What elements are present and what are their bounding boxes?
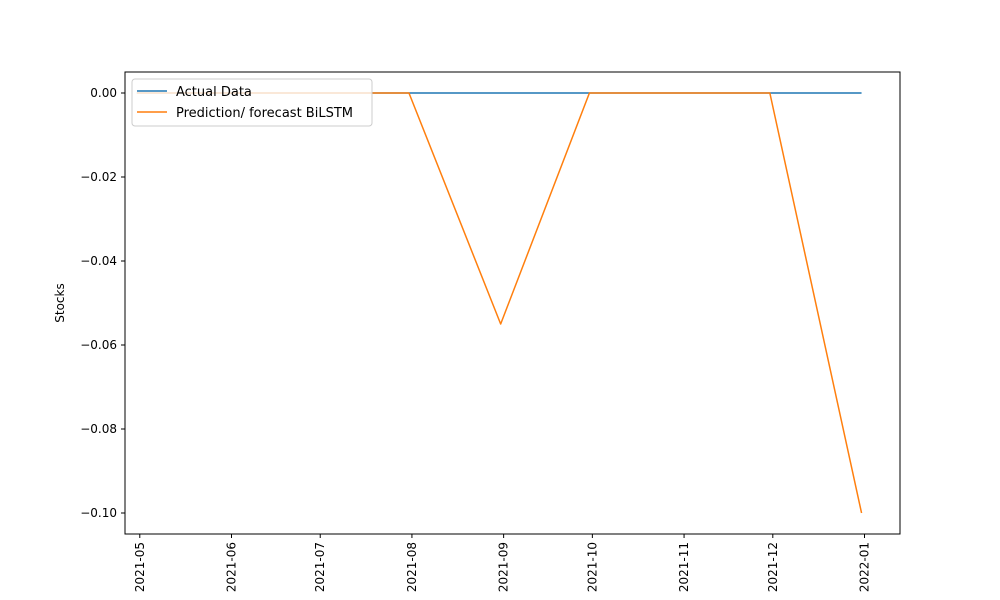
x-tick-label: 2022-01 bbox=[858, 542, 872, 592]
x-tick-label: 2021-10 bbox=[585, 542, 599, 592]
legend-label-1: Prediction/ forecast BiLSTM bbox=[176, 106, 353, 121]
x-tick-label: 2021-07 bbox=[313, 542, 327, 592]
legend-box bbox=[131, 78, 373, 127]
y-tick-label: 0.00 bbox=[90, 86, 117, 100]
y-tick-label: −0.10 bbox=[80, 506, 117, 520]
x-tick-label: 2021-08 bbox=[405, 542, 419, 592]
x-tick-label: 2021-12 bbox=[766, 542, 780, 592]
y-tick-label: −0.04 bbox=[80, 254, 117, 268]
y-tick-label: −0.06 bbox=[80, 338, 117, 352]
x-tick-label: 2021-11 bbox=[677, 542, 691, 592]
x-tick-label: 2021-06 bbox=[224, 542, 238, 592]
plot-frame bbox=[124, 71, 901, 535]
y-axis: 0.00 −0.02 −0.04 −0.06 −0.08 −0.10 bbox=[80, 86, 125, 520]
y-tick-label: −0.08 bbox=[80, 422, 117, 436]
y-tick-label: −0.02 bbox=[80, 170, 117, 184]
legend-label-0: Actual Data bbox=[176, 85, 252, 100]
x-tick-label: 2021-09 bbox=[497, 542, 511, 592]
legend: Actual Data Prediction/ forecast BiLSTM bbox=[131, 78, 373, 127]
x-tick-label: 2021-05 bbox=[133, 542, 147, 592]
y-axis-title: Stocks bbox=[53, 283, 67, 322]
x-axis: 2021-05 2021-06 2021-07 2021-08 2021-09 2021-… bbox=[133, 534, 872, 592]
